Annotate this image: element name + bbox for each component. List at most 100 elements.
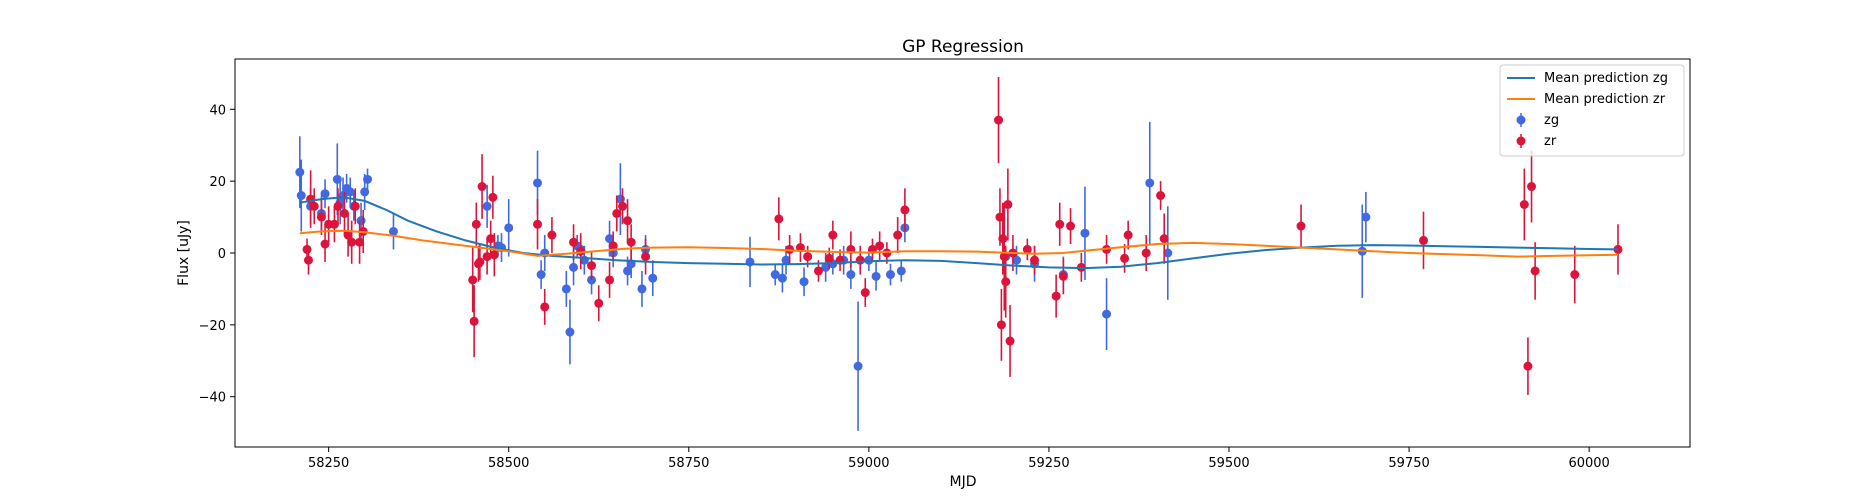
data-point-zr xyxy=(347,237,357,247)
data-point-zr xyxy=(803,252,813,262)
data-point-zr xyxy=(547,230,557,240)
data-point-zg xyxy=(846,270,856,280)
data-point-zr xyxy=(350,201,360,211)
data-point-zg xyxy=(1361,212,1371,222)
data-point-zr xyxy=(893,230,903,240)
data-point-zg xyxy=(356,216,366,226)
data-point-zr xyxy=(540,302,550,312)
data-point-zr xyxy=(1156,191,1166,201)
y-tick-label: 0 xyxy=(218,247,226,262)
data-point-zr xyxy=(486,234,496,244)
data-point-zr xyxy=(468,275,478,285)
data-point-zg xyxy=(885,270,895,280)
data-point-zr xyxy=(1055,219,1065,229)
x-tick-label: 59750 xyxy=(1388,456,1429,471)
data-point-zr xyxy=(1123,230,1133,240)
data-point-zr xyxy=(1523,361,1533,371)
data-point-zg xyxy=(781,255,791,265)
data-point-zr xyxy=(994,115,1004,125)
data-point-zg xyxy=(799,277,809,287)
data-point-zg xyxy=(569,262,579,272)
legend-label-zg: zg xyxy=(1544,113,1559,128)
legend-label-mean-zg: Mean prediction zg xyxy=(1544,71,1668,86)
legend-marker-zr xyxy=(1516,136,1526,146)
data-point-zr xyxy=(1066,221,1076,231)
data-point-zr xyxy=(612,208,622,218)
data-point-zg xyxy=(853,361,863,371)
data-point-zr xyxy=(309,201,319,211)
data-point-zr xyxy=(471,219,481,229)
data-point-zr xyxy=(569,237,579,247)
data-point-zg xyxy=(1012,255,1022,265)
data-point-zg xyxy=(1080,228,1090,238)
data-point-zr xyxy=(488,192,498,202)
tick-layer: 58250 58500 58750 59000 59250 59500 59750 60000… xyxy=(199,103,1610,471)
data-point-zg xyxy=(533,178,543,188)
data-point-zr xyxy=(1058,271,1068,281)
data-point-zr xyxy=(785,244,795,254)
data-point-zr xyxy=(1022,244,1032,254)
y-tick-label: −40 xyxy=(199,391,226,406)
data-point-zr xyxy=(316,212,326,222)
data-point-zg xyxy=(1102,309,1112,319)
data-point-zr xyxy=(824,253,834,263)
x-tick-label: 60000 xyxy=(1568,456,1609,471)
data-point-zr xyxy=(1159,234,1169,244)
data-point-zg xyxy=(648,273,658,283)
data-point-zg xyxy=(896,266,906,276)
x-tick-label: 58750 xyxy=(668,456,709,471)
data-point-zr xyxy=(900,205,910,215)
data-point-zg xyxy=(777,273,787,283)
data-point-zr xyxy=(608,241,618,251)
x-tick-label: 59250 xyxy=(1028,456,1069,471)
data-point-zg xyxy=(605,234,615,244)
data-point-zr xyxy=(477,182,487,192)
data-point-zr xyxy=(1120,253,1130,263)
data-point-zr xyxy=(587,261,597,271)
data-point-zr xyxy=(774,214,784,224)
y-axis-label: Flux [uJy] xyxy=(176,220,192,286)
legend-marker-zg xyxy=(1516,115,1526,125)
data-point-zr xyxy=(302,244,312,254)
legend-box xyxy=(1499,64,1685,157)
data-point-zr xyxy=(329,219,339,229)
data-point-zr xyxy=(1051,291,1061,301)
data-point-zr xyxy=(1001,277,1011,287)
data-point-zr xyxy=(641,252,651,262)
data-point-zg xyxy=(623,266,633,276)
data-point-zr xyxy=(996,320,1006,330)
x-tick-label: 58500 xyxy=(488,456,529,471)
data-point-zg xyxy=(1145,178,1155,188)
data-point-zr xyxy=(626,237,636,247)
data-point-zr xyxy=(339,208,349,218)
data-point-zg xyxy=(482,201,492,211)
data-point-zr xyxy=(303,255,313,265)
y-tick-label: 20 xyxy=(209,175,226,190)
data-point-zr xyxy=(1570,270,1580,280)
data-point-zg xyxy=(536,270,546,280)
data-point-zr xyxy=(1519,200,1529,209)
data-point-zg xyxy=(295,167,305,177)
data-point-zg xyxy=(770,270,780,280)
legend: Mean prediction zg Mean prediction zr zg… xyxy=(1499,64,1685,157)
data-point-zg xyxy=(561,284,571,294)
data-point-zg xyxy=(871,271,881,281)
data-point-zr xyxy=(860,288,870,298)
data-point-zr xyxy=(1030,255,1040,265)
data-point-zr xyxy=(618,201,628,211)
data-point-zr xyxy=(623,216,633,226)
data-point-zg xyxy=(296,191,306,201)
data-point-zr xyxy=(320,239,330,249)
data-point-zg xyxy=(345,187,355,197)
data-point-zr xyxy=(999,252,1009,262)
data-point-zr xyxy=(594,298,604,308)
data-point-zr xyxy=(1527,182,1537,192)
x-tick-label: 59000 xyxy=(848,456,889,471)
data-point-zr xyxy=(1296,221,1306,231)
data-point-zg xyxy=(864,255,874,265)
data-point-zg xyxy=(504,223,514,233)
data-point-zr xyxy=(1530,266,1540,276)
data-point-zg xyxy=(320,189,330,199)
data-point-zg xyxy=(1163,248,1173,258)
